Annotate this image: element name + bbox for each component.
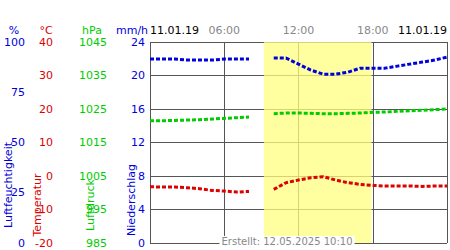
svg-text:Erstellt: 12.05.2025 10:10: Erstellt: 12.05.2025 10:10: [222, 236, 353, 247]
svg-text:0: 0: [46, 170, 53, 183]
svg-text:75: 75: [11, 86, 25, 99]
svg-text:985: 985: [86, 237, 107, 250]
svg-text:8: 8: [138, 170, 145, 183]
svg-text:Niederschlag: Niederschlag: [125, 164, 138, 236]
svg-text:-10: -10: [35, 203, 53, 216]
svg-text:12:00: 12:00: [283, 24, 315, 37]
svg-text:11.01.19: 11.01.19: [398, 24, 447, 37]
svg-text:Temperatur: Temperatur: [31, 173, 44, 238]
svg-text:4: 4: [138, 203, 145, 216]
svg-text:25: 25: [11, 186, 25, 200]
svg-text:1005: 1005: [79, 169, 107, 183]
svg-text:30: 30: [39, 69, 53, 82]
svg-text:hPa: hPa: [82, 24, 102, 37]
svg-text:995: 995: [86, 203, 107, 216]
svg-text:°C: °C: [39, 24, 53, 37]
svg-text:40: 40: [39, 36, 53, 49]
svg-text:Luftdruck: Luftdruck: [84, 178, 97, 230]
svg-text:100: 100: [4, 36, 25, 49]
svg-text:1015: 1015: [79, 136, 107, 149]
svg-text:0: 0: [138, 237, 145, 250]
svg-text:%: %: [9, 24, 19, 37]
svg-text:1045: 1045: [79, 36, 107, 49]
svg-text:50: 50: [11, 136, 25, 149]
svg-text:0: 0: [18, 237, 25, 250]
svg-text:Luftfeuchtigkeit: Luftfeuchtigkeit: [2, 141, 15, 228]
svg-text:18:00: 18:00: [357, 24, 389, 37]
svg-text:12: 12: [131, 136, 145, 149]
svg-text:1035: 1035: [79, 69, 107, 82]
svg-text:1025: 1025: [79, 103, 107, 116]
svg-text:24: 24: [131, 36, 145, 49]
svg-text:11.01.19: 11.01.19: [150, 24, 199, 37]
svg-text:20: 20: [131, 69, 145, 82]
svg-text:mm/h: mm/h: [116, 24, 148, 37]
svg-text:-20: -20: [35, 237, 53, 250]
svg-text:06:00: 06:00: [208, 24, 240, 37]
svg-text:16: 16: [131, 103, 145, 116]
svg-text:10: 10: [39, 136, 53, 149]
svg-text:20: 20: [39, 103, 53, 116]
